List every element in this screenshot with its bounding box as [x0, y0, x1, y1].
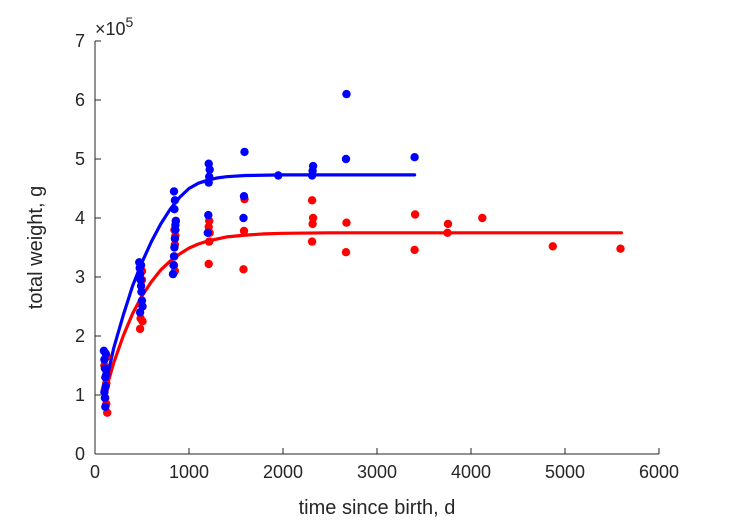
data-point-series-2	[274, 171, 283, 180]
x-tick-label: 5000	[545, 462, 585, 482]
data-point-series-1	[204, 259, 213, 269]
x-tick-label: 1000	[169, 462, 209, 482]
data-point-series-1	[342, 218, 351, 227]
data-point-series-2	[136, 275, 145, 285]
data-point-series-2	[168, 269, 178, 279]
y-tick-label: 1	[75, 385, 85, 405]
data-point-series-2	[101, 349, 111, 358]
data-point-series-2	[205, 172, 214, 181]
data-point-series-2	[136, 261, 146, 270]
x-tick-label: 2000	[263, 462, 303, 482]
axes	[94, 41, 659, 455]
data-point-series-2	[169, 261, 178, 270]
x-tick-label: 4000	[451, 462, 491, 482]
data-point-series-1	[410, 245, 419, 255]
data-point-series-2	[239, 213, 248, 223]
data-point-series-1	[443, 228, 452, 237]
data-point-series-2	[308, 161, 318, 171]
data-point-series-2	[100, 393, 110, 403]
y-ticks: 0 1 2 3 4 5 6 7	[75, 31, 101, 464]
y-tick-label: 5	[75, 149, 85, 169]
y-tick-label: 7	[75, 31, 85, 51]
data-point-series-2	[170, 205, 179, 214]
data-point-series-2	[240, 147, 249, 157]
data-point-series-1	[307, 237, 317, 246]
data-point-series-1	[308, 213, 318, 223]
y-axis-label: total weight, g	[25, 186, 47, 309]
x-tick-label: 0	[90, 462, 100, 482]
x-ticks: 0 1000 2000 3000 4000 5000 6000	[90, 448, 679, 482]
data-point-series-2	[170, 234, 180, 243]
data-point-series-2	[169, 187, 179, 196]
data-point-series-1	[443, 219, 453, 229]
data-point-series-2	[171, 220, 180, 230]
fit-curve-2	[102, 173, 417, 391]
data-point-series-2	[170, 243, 179, 252]
y-scale-exponent-label: ×105	[95, 14, 134, 39]
data-point-series-2	[101, 402, 110, 411]
data-point-series-1	[616, 244, 625, 253]
data-point-series-1	[410, 210, 420, 219]
y-tick-label: 6	[75, 90, 85, 110]
data-point-series-1	[135, 324, 145, 334]
data-point-series-1	[307, 196, 317, 205]
data-point-series-2	[169, 252, 179, 261]
fit-curves	[102, 173, 623, 397]
x-tick-label: 3000	[357, 462, 397, 482]
data-point-series-2	[204, 210, 213, 220]
data-points	[99, 89, 625, 417]
data-point-series-2	[204, 159, 213, 168]
y-tick-label: 4	[75, 208, 85, 228]
data-point-series-1	[341, 248, 351, 257]
y-tick-label: 2	[75, 326, 85, 346]
data-point-series-2	[410, 153, 419, 162]
x-axis-label: time since birth, d	[299, 497, 456, 519]
data-point-series-2	[137, 287, 146, 296]
y-tick-label: 3	[75, 267, 85, 287]
data-point-series-2	[170, 196, 180, 205]
data-point-series-1	[239, 226, 249, 236]
y-tick-label: 0	[75, 444, 85, 464]
x-tick-label: 6000	[639, 462, 679, 482]
data-point-series-2	[239, 192, 249, 201]
data-point-series-2	[135, 308, 145, 317]
fit-curve-1	[102, 231, 623, 397]
data-point-series-1	[138, 317, 147, 326]
data-point-series-2	[102, 370, 111, 379]
data-point-series-1	[205, 237, 214, 246]
data-point-series-2	[341, 154, 351, 164]
data-point-series-2	[342, 89, 351, 99]
data-point-series-1	[478, 213, 487, 223]
data-point-series-1	[548, 242, 557, 251]
data-point-series-1	[239, 265, 248, 274]
data-point-series-2	[203, 228, 212, 237]
